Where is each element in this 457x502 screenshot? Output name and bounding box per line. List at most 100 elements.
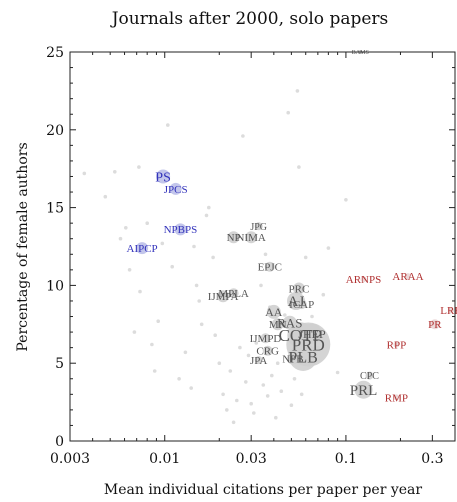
data-point (261, 383, 266, 387)
data-point (254, 222, 263, 231)
data-label: PRL (350, 383, 378, 399)
data-label: CPC (360, 371, 379, 382)
data-point (231, 420, 236, 425)
data-point (166, 123, 170, 127)
data-point (118, 236, 123, 241)
data-point (249, 401, 253, 406)
x-tick-label: 0.1 (335, 451, 357, 467)
data-label: EPJC (258, 262, 282, 274)
data-point (241, 134, 245, 138)
data-point (217, 290, 230, 303)
data-point (289, 403, 294, 408)
data-point (103, 194, 108, 199)
data-point (271, 318, 284, 331)
data-point (292, 377, 297, 381)
data-point (246, 353, 251, 358)
data-point (177, 377, 181, 381)
y-tick-label: 20 (46, 123, 64, 139)
data-point (132, 330, 137, 334)
data-point (393, 394, 400, 401)
data-point (393, 341, 400, 348)
data-point (137, 165, 141, 169)
data-point (326, 246, 331, 250)
data-label: MN (269, 319, 287, 331)
data-label: AJ (288, 294, 305, 310)
y-tick-labels: 0 5 10 15 20 25 (46, 45, 64, 450)
data-label: RAS (277, 315, 302, 330)
data-label: PLB (288, 350, 317, 367)
data-point (170, 264, 174, 269)
data-point (275, 361, 280, 366)
data-label: PRC (289, 283, 310, 295)
data-label: COTP (279, 326, 322, 345)
data-point (225, 408, 229, 412)
data-point (302, 323, 322, 344)
data-point (136, 242, 149, 255)
data-point (169, 182, 182, 195)
data-point (296, 299, 307, 310)
data-label: JPA (250, 355, 267, 367)
data-label: NPB (282, 353, 303, 365)
data-label: MPLA (218, 288, 249, 300)
data-point (194, 283, 199, 288)
data-point (262, 345, 273, 356)
data-point (279, 389, 284, 394)
y-tick-label: 25 (46, 45, 64, 61)
data-point (365, 371, 374, 380)
data-label: BAMS (352, 50, 369, 56)
data-point (244, 380, 248, 384)
data-label: PS (155, 170, 171, 185)
data-label: JPCS (164, 184, 188, 196)
data-point (127, 268, 132, 272)
data-label: AA (265, 305, 283, 319)
data-point (207, 205, 211, 210)
x-tick-label: 0.03 (236, 451, 267, 467)
data-points (82, 50, 454, 425)
data-point (254, 341, 259, 345)
data-point (204, 213, 209, 218)
data-point (310, 314, 314, 319)
data-label: NPBPS (164, 224, 198, 236)
data-point (344, 198, 348, 202)
data-label: PRD (292, 336, 325, 355)
data-point (82, 171, 87, 176)
data-label: IJMPA (208, 291, 239, 303)
data-point (211, 255, 215, 260)
plot-frame (69, 51, 456, 442)
data-point (160, 241, 165, 246)
axis-ticks (69, 51, 456, 442)
x-tick-label: 0.003 (50, 451, 90, 467)
data-point (270, 373, 274, 378)
data-point (448, 307, 454, 314)
x-axis-label: Mean individual citations per paper per … (104, 482, 423, 498)
chart-title: Journals after 2000, solo papers (110, 9, 389, 29)
data-point (138, 289, 142, 294)
y-tick-label: 5 (55, 356, 64, 372)
data-point (235, 398, 239, 403)
data-point (335, 370, 340, 375)
data-point (113, 170, 117, 174)
data-point (174, 223, 187, 236)
data-point (321, 292, 326, 297)
data-label: JPG (250, 222, 267, 233)
data-point (245, 231, 258, 244)
data-point (263, 252, 268, 257)
data-point (286, 110, 291, 115)
data-point (297, 165, 301, 169)
data-point (260, 333, 271, 344)
data-point (150, 342, 154, 347)
data-point (199, 322, 204, 327)
data-point (283, 313, 287, 317)
data-label: JHEP (298, 327, 326, 341)
data-label: RPP (387, 339, 407, 351)
data-point (189, 386, 193, 390)
data-point (303, 255, 308, 260)
data-point (238, 345, 242, 350)
data-point (405, 273, 411, 280)
y-tick-label: 10 (46, 278, 64, 294)
data-point (197, 299, 201, 303)
data-point (156, 169, 171, 184)
data-label: ICAP (289, 299, 314, 311)
